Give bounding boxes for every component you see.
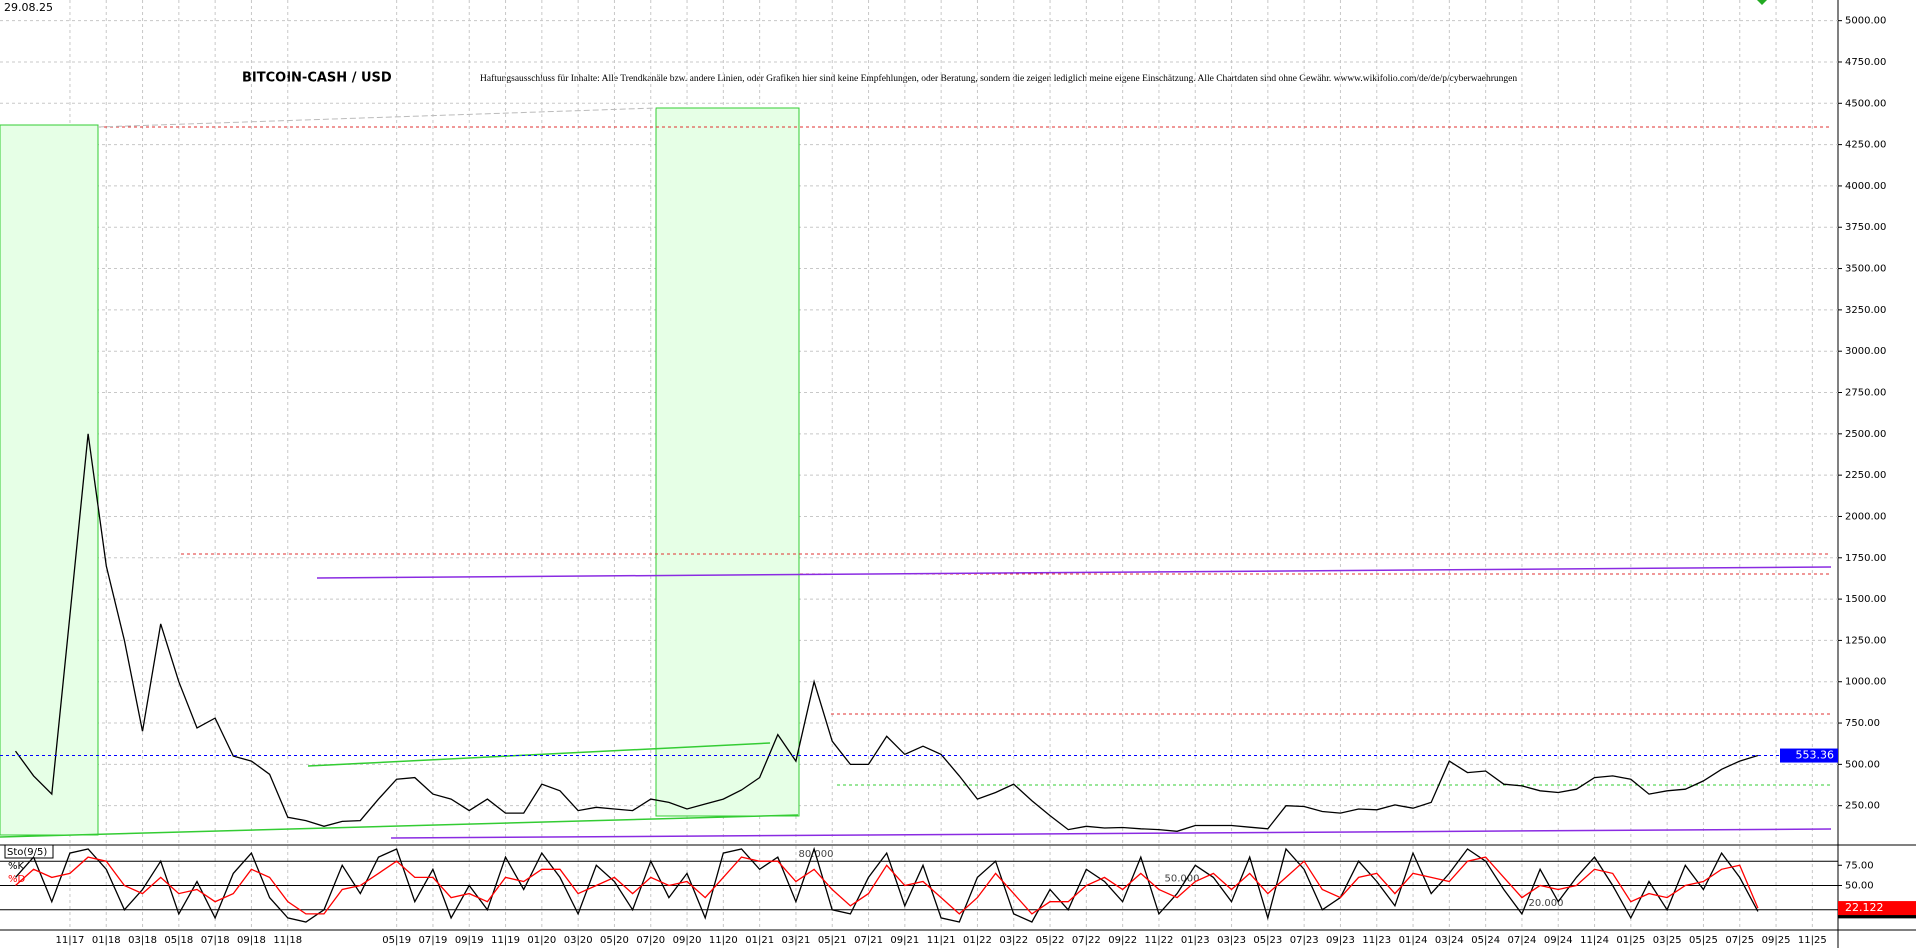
marker [1757,0,1767,5]
date-label: 29.08.25 [4,1,53,14]
x-tick-label: 05|22 [1036,935,1065,946]
x-tick-label: 11|20 [709,935,738,946]
value-label: 22.122 [1845,901,1884,914]
y-tick-label: 4000.00 [1845,181,1886,192]
x-tick-label: 01|23 [1181,935,1210,946]
x-tick-label: 05|19 [382,935,411,946]
y-tick-label: 4500.00 [1845,98,1886,109]
x-tick-label: 09|23 [1326,935,1355,946]
y-tick-label: 4750.00 [1845,57,1886,68]
x-tick-label: 03|21 [782,935,811,946]
y-tick-label: 3750.00 [1845,222,1886,233]
data-line [14,433,1759,832]
y-tick-label: 3250.00 [1845,305,1886,316]
y-tick-label: 2750.00 [1845,388,1886,399]
x-tick-label: 03|24 [1435,935,1464,946]
x-tick-label: 11|22 [1145,935,1174,946]
data-line [15,846,1759,923]
y-tick-label: 75.00 [1845,860,1874,871]
x-tick-label: 09|19 [455,935,484,946]
x-tick-label: 11|25 [1798,935,1827,946]
y-tick-label: 2250.00 [1845,470,1886,481]
y-tick-label: 500.00 [1845,759,1880,770]
y-tick-label: 3500.00 [1845,264,1886,275]
y-tick-label: 250.00 [1845,801,1880,812]
x-tick-label: 05|25 [1689,935,1718,946]
data-line [15,856,1759,915]
x-tick-label: 03|20 [564,935,593,946]
indicator-title: Sto(9/5) [7,847,47,858]
x-tick-label: 11|19 [491,935,520,946]
x-tick-label: 07|22 [1072,935,1101,946]
x-tick-label: 11|17 [56,935,85,946]
x-tick-label: 09|18 [237,935,266,946]
y-tick-label: 4250.00 [1845,140,1886,151]
x-tick-label: 01|22 [963,935,992,946]
y-tick-label: 2500.00 [1845,429,1886,440]
x-tick-label: 01|20 [527,935,556,946]
x-tick-label: 11|21 [927,935,956,946]
y-tick-label: 1750.00 [1845,553,1886,564]
chart-title: BITCOIN-CASH / USD [242,71,392,86]
value-label: 553.36 [1796,749,1835,762]
trend-line [390,828,1832,839]
indicator-box [4,844,54,859]
value-box [1838,901,1916,916]
x-tick-label: 07|21 [854,935,883,946]
x-tick-label: 09|22 [1108,935,1137,946]
trend-line [97,107,657,128]
y-tick-label: 1500.00 [1845,594,1886,605]
trend-line [0,814,799,838]
x-tick-label: 07|24 [1508,935,1537,946]
trend-line [316,566,1832,579]
legend-label: %K [8,861,25,872]
x-tick-label: 01|25 [1616,935,1645,946]
x-tick-label: 09|21 [890,935,919,946]
x-tick-label: 09|24 [1544,935,1573,946]
x-tick-label: 07|18 [201,935,230,946]
x-tick-label: 07|19 [419,935,448,946]
x-tick-label: 05|20 [600,935,629,946]
highlight-box [0,124,99,836]
trend-line [307,742,771,767]
x-tick-label: 01|18 [92,935,121,946]
y-tick-label: 1250.00 [1845,635,1886,646]
x-tick-label: 03|25 [1653,935,1682,946]
x-tick-label: 05|23 [1253,935,1282,946]
x-tick-label: 07|25 [1725,935,1754,946]
x-tick-label: 01|21 [745,935,774,946]
x-tick-label: 03|18 [128,935,157,946]
x-tick-label: 07|20 [636,935,665,946]
x-tick-label: 01|24 [1399,935,1428,946]
x-tick-label: 05|18 [164,935,193,946]
x-tick-label: 11|24 [1580,935,1609,946]
y-tick-label: 3000.00 [1845,346,1886,357]
x-tick-label: 03|23 [1217,935,1246,946]
x-tick-label: 11|23 [1362,935,1391,946]
x-tick-label: 09|25 [1762,935,1791,946]
y-tick-label: 50.00 [1845,881,1874,892]
level-label: 50.000 [1165,874,1200,885]
legend-label: %D [8,874,26,885]
level-label: 20.000 [1529,898,1564,909]
value-box [1780,748,1838,763]
y-tick-label: 1000.00 [1845,677,1886,688]
x-tick-label: 11|18 [273,935,302,946]
highlight-box [655,107,800,817]
y-tick-label: 750.00 [1845,718,1880,729]
chart-subtitle: Haftungsausschluss für Inhalte: Alle Tre… [480,73,1517,84]
y-tick-label: 2000.00 [1845,511,1886,522]
x-tick-label: 05|24 [1471,935,1500,946]
x-tick-label: 05|21 [818,935,847,946]
x-tick-label: 07|23 [1290,935,1319,946]
y-tick-label: 5000.00 [1845,16,1886,27]
x-tick-label: 09|20 [673,935,702,946]
drawings [0,0,1832,839]
x-tick-label: 03|22 [999,935,1028,946]
